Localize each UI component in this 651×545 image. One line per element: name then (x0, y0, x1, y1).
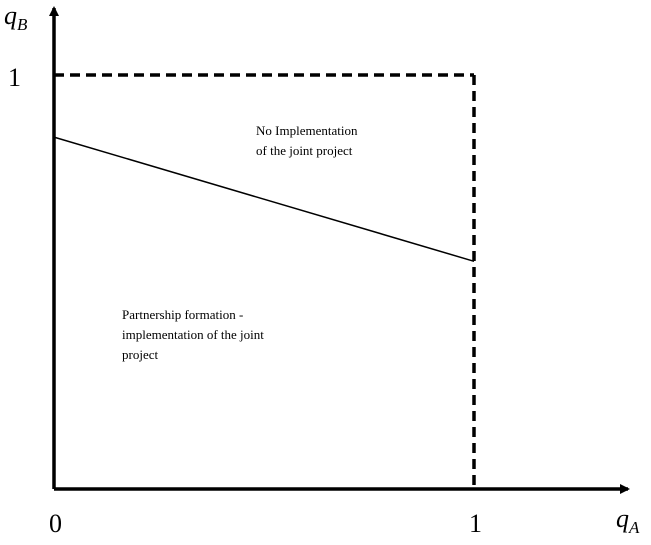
boundary-line (53, 136, 475, 263)
region-label-no-implementation: No Implementation of the joint project (256, 123, 358, 158)
region-lower-line-1: Partnership formation - (122, 307, 243, 322)
y-tick-one: 1 (8, 63, 21, 92)
y-axis-label-subscript: B (17, 15, 28, 34)
region-upper-line-2: of the joint project (256, 143, 353, 158)
y-axis-label: qB (4, 1, 28, 34)
x-tick-one: 1 (469, 509, 482, 538)
region-lower-line-3: project (122, 347, 158, 362)
x-axis-label-subscript: A (628, 518, 640, 537)
x-tick-zero: 0 (49, 509, 62, 538)
region-lower-line-2: implementation of the joint (122, 327, 264, 342)
region-upper-line-1: No Implementation (256, 123, 358, 138)
x-axis-label: qA (616, 504, 640, 537)
region-label-partnership-formation: Partnership formation - implementation o… (122, 307, 264, 362)
